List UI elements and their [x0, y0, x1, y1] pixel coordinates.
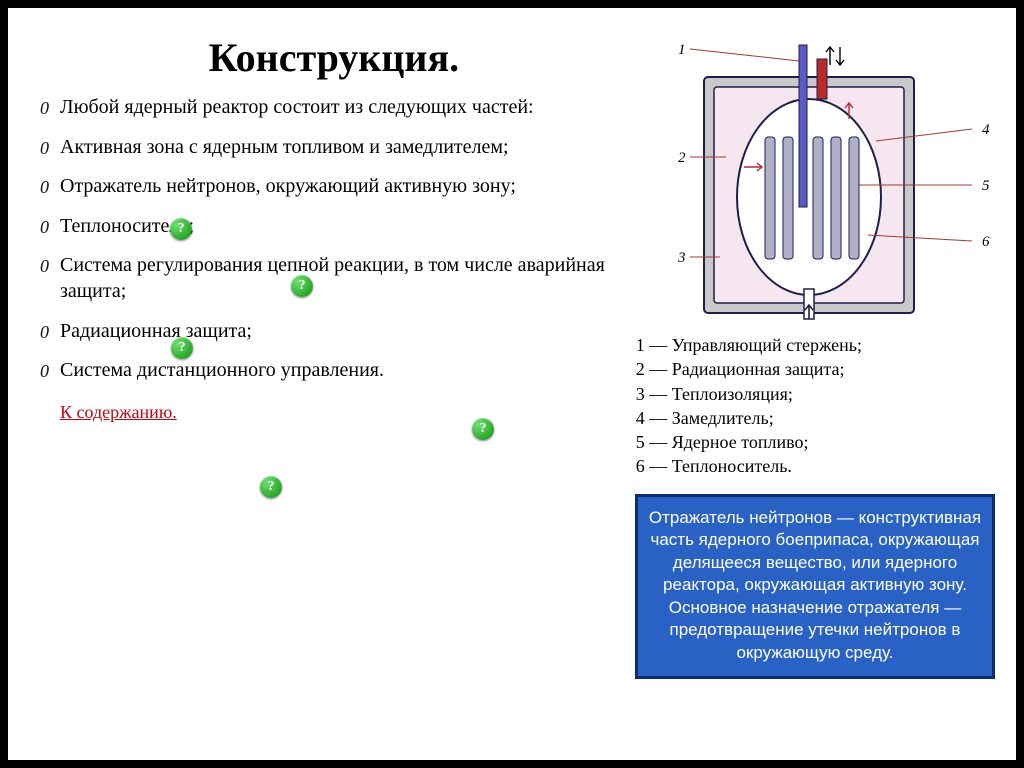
legend-item: 5 — Ядерное топливо;	[636, 430, 988, 454]
svg-text:2: 2	[678, 150, 686, 166]
toc-link[interactable]: К содержанию.	[60, 402, 177, 423]
list-item: Радиационная защита;	[40, 319, 628, 345]
page-title: Конструкция.	[40, 34, 628, 81]
hint-icon[interactable]: ?	[472, 418, 494, 440]
svg-text:1: 1	[678, 42, 686, 58]
legend-item: 6 — Теплоноситель.	[636, 454, 988, 478]
list-item: Система регулирования цепной реакции, в …	[40, 253, 628, 304]
list-item: Теплоноситель;	[40, 214, 628, 240]
intro-suffix: состоит из следующих частей:	[268, 96, 533, 118]
hint-icon[interactable]: ?	[170, 218, 192, 240]
hint-icon[interactable]: ?	[260, 476, 282, 498]
legend-item: 2 — Радиационная защита;	[636, 357, 988, 381]
callout-box: Отражатель нейтронов — конструктивная ча…	[636, 495, 994, 678]
legend-item: 3 — Теплоизоляция;	[636, 382, 988, 406]
intro-prefix: Любой	[60, 96, 124, 118]
hint-icon[interactable]: ?	[171, 337, 193, 359]
svg-text:4: 4	[982, 122, 990, 138]
intro-text: Любой ядерный реактор состоит из следующ…	[40, 95, 628, 121]
list-item: Система дистанционного управления.	[40, 358, 628, 384]
left-column: Любой ядерный реактор состоит из следующ…	[40, 95, 628, 479]
right-column: 123456 1 — Управляющий стержень; 2 — Рад…	[636, 95, 988, 479]
legend-item: 1 — Управляющий стержень;	[636, 333, 988, 357]
list-item: Отражатель нейтронов, окружающий активну…	[40, 174, 628, 200]
legend-item: 4 — Замедлитель;	[636, 406, 988, 430]
svg-text:6: 6	[982, 234, 990, 250]
slide: Конструкция. Любой ядерный реактор состо…	[8, 8, 1016, 760]
reactor-diagram: 1 2 3 4 5 6	[644, 37, 994, 327]
svg-text:5: 5	[982, 178, 990, 194]
diagram-legend: 1 — Управляющий стержень; 2 — Радиационн…	[636, 333, 988, 479]
parts-list: Активная зона с ядерным топливом и замед…	[40, 135, 628, 384]
intro-list: Любой ядерный реактор состоит из следующ…	[40, 95, 628, 121]
svg-text:3: 3	[677, 250, 686, 266]
intro-link: ядерный реактор	[124, 96, 268, 118]
list-item: Активная зона с ядерным топливом и замед…	[40, 135, 628, 161]
hint-icon[interactable]: ?	[291, 275, 313, 297]
content-row: Любой ядерный реактор состоит из следующ…	[40, 95, 988, 479]
